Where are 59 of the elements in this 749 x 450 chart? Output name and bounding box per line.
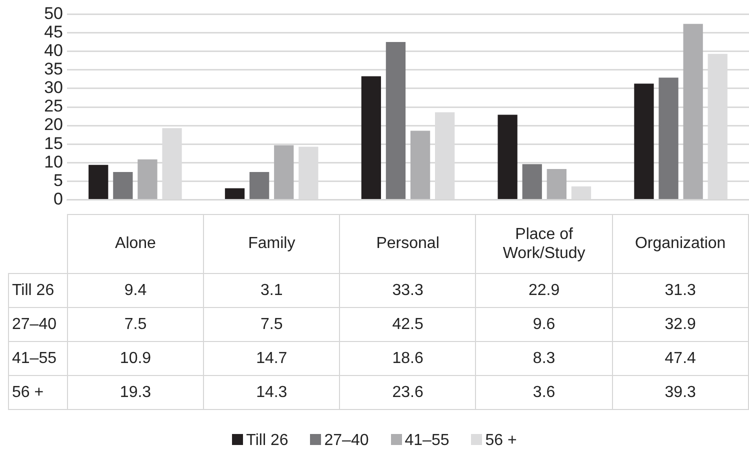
text: Till 26 <box>12 282 54 298</box>
bar <box>250 172 270 200</box>
data-label: 9.4 <box>67 274 204 308</box>
data-label: 3.1 <box>204 274 340 308</box>
y-tick-label: 20 <box>44 115 63 134</box>
y-tick-label: 35 <box>44 60 63 79</box>
y-tick-label: 50 <box>44 4 63 23</box>
data-label: 47.4 <box>612 342 748 376</box>
legend-label: Till 26 <box>245 432 288 450</box>
data-label: 31.3 <box>612 274 748 308</box>
data-label: 3.6 <box>476 376 612 410</box>
x-tick-label: Family <box>204 214 340 274</box>
bar <box>683 24 703 200</box>
bar <box>410 130 430 200</box>
legend-label: 41–55 <box>404 432 450 450</box>
bar <box>361 76 381 200</box>
x-tick-label: Organization <box>612 214 748 274</box>
y-tick-label: 5 <box>54 170 63 190</box>
data-label: 10.9 <box>67 342 204 376</box>
data-label: 7.5 <box>204 308 340 342</box>
data-label: 23.6 <box>340 376 476 410</box>
y-tick-label: 40 <box>44 41 63 60</box>
text: 27–40 <box>12 316 56 332</box>
bar <box>138 159 158 200</box>
y-tick-label: 45 <box>44 22 63 42</box>
data-label: 42.5 <box>340 308 476 342</box>
bar <box>634 84 654 200</box>
text: 41–55 <box>12 350 56 366</box>
data-label: 14.7 <box>204 342 340 376</box>
data-label: 19.3 <box>67 376 204 410</box>
data-label: 14.3 <box>204 376 340 410</box>
bar <box>522 164 542 200</box>
x-tick-label: Place of Work/Study <box>476 214 612 274</box>
bar <box>88 164 108 200</box>
data-label: 22.9 <box>476 274 612 308</box>
legend-label: 27–40 <box>323 432 369 450</box>
bar <box>274 145 294 200</box>
legend-label: 56 + <box>484 432 517 450</box>
bar <box>113 172 133 200</box>
y-tick-label: 25 <box>44 96 63 116</box>
y-tick-label: 30 <box>44 78 63 98</box>
bar <box>498 114 518 200</box>
x-tick-label: Alone <box>67 214 204 274</box>
text: 56 + <box>12 384 44 400</box>
data-label: 39.3 <box>612 376 748 410</box>
x-tick-label: Personal <box>340 214 476 274</box>
bar <box>386 42 406 200</box>
data-label: 32.9 <box>612 308 748 342</box>
data-label: 18.6 <box>340 342 476 376</box>
y-tick-label: 10 <box>44 152 63 172</box>
data-label: 9.6 <box>476 308 612 342</box>
data-label: 8.3 <box>476 342 612 376</box>
bar <box>224 188 245 200</box>
y-tick-label: 0 <box>54 189 63 208</box>
data-label: 7.5 <box>67 308 204 342</box>
data-label: 33.3 <box>340 274 476 308</box>
bar <box>546 168 566 200</box>
y-tick-label: 15 <box>44 134 63 153</box>
bar <box>658 78 678 200</box>
